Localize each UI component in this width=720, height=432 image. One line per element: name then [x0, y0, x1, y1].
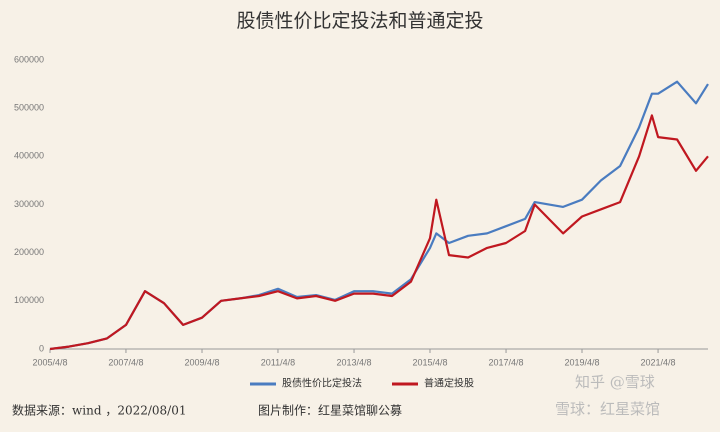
x-tick-label: 2011/4/8	[261, 357, 295, 367]
y-tick-label: 200000	[14, 247, 44, 257]
x-tick-label: 2021/4/8	[641, 357, 676, 367]
x-tick-label: 2013/4/8	[337, 357, 372, 367]
watermark: 知乎 @雪球	[575, 373, 655, 391]
y-tick-label: 500000	[14, 103, 44, 113]
source: 数据来源：wind ，2022/08/01	[12, 403, 187, 418]
chart-title: 股债性价比定投法和普通定投	[236, 10, 483, 32]
x-tick-label: 2007/4/8	[108, 357, 143, 367]
x-tick-label: 2017/4/8	[489, 357, 524, 367]
legend-label: 普通定投股	[424, 377, 474, 390]
watermark: 雪球：红星菜馆	[555, 400, 660, 418]
y-tick-label: 600000	[14, 54, 44, 64]
x-tick-label: 2019/4/8	[564, 357, 599, 367]
y-tick-label: 0	[39, 343, 44, 353]
y-tick-label: 300000	[14, 199, 44, 209]
y-tick-label: 100000	[14, 295, 44, 305]
x-tick-label: 2005/4/8	[32, 357, 67, 367]
x-tick-label: 2009/4/8	[184, 357, 219, 367]
credit: 图片制作：红星菜馆聊公募	[258, 403, 402, 418]
series-line	[49, 114, 709, 351]
y-tick-label: 400000	[14, 151, 44, 161]
legend-label: 股债性价比定投法	[282, 377, 362, 390]
x-tick-label: 2015/4/8	[412, 357, 447, 367]
